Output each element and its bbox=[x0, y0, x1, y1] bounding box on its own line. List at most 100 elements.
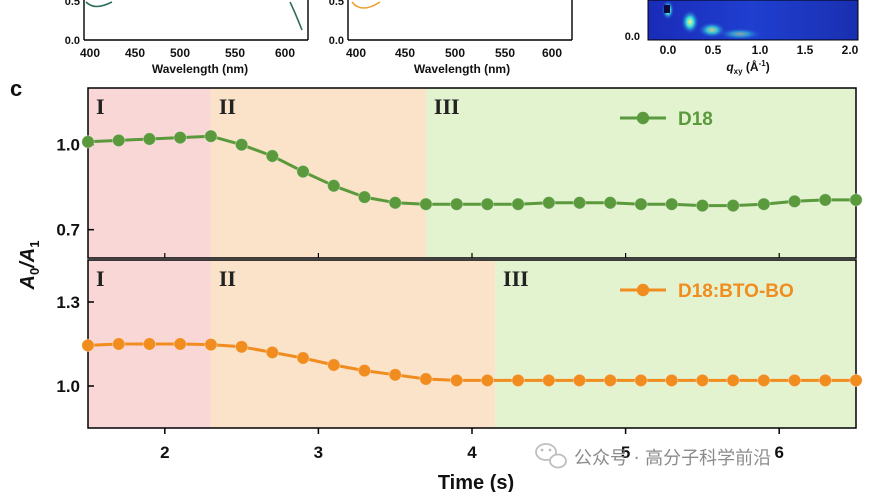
data-point bbox=[173, 337, 187, 351]
phase-label-3: III bbox=[503, 266, 529, 291]
data-point bbox=[787, 194, 802, 209]
phase-region-1 bbox=[88, 88, 211, 258]
data-point bbox=[664, 373, 679, 388]
data-point bbox=[142, 132, 157, 146]
top-panel-3-xticks: 0.0 0.5 1.0 1.5 2.0 bbox=[660, 43, 859, 57]
data-point bbox=[173, 130, 187, 145]
data-point bbox=[296, 351, 310, 365]
data-point bbox=[204, 337, 218, 352]
top-panel-2-xtick: 500 bbox=[445, 46, 465, 60]
phase-label-3: III bbox=[434, 94, 460, 119]
y-tick-label: 1.0 bbox=[56, 136, 80, 155]
data-point bbox=[542, 373, 556, 388]
x-tick-label: 6 bbox=[774, 443, 783, 462]
data-point bbox=[787, 373, 802, 388]
top-panel-1-ytick-0: 0.0 bbox=[65, 35, 80, 47]
top-panel-2-xticks: 400 450 500 550 600 bbox=[346, 46, 562, 60]
data-point bbox=[81, 135, 95, 149]
watermark-text: 公众号 · 高分子科学前沿 bbox=[574, 448, 771, 469]
data-point bbox=[142, 337, 157, 351]
panel-label: c bbox=[10, 76, 22, 101]
data-point bbox=[419, 372, 433, 386]
top-panel-1-xtick: 400 bbox=[80, 46, 100, 60]
top-panel-1-xlabel: Wavelength (nm) bbox=[152, 62, 248, 76]
top-panel-1-xtick: 450 bbox=[125, 46, 145, 60]
top-panel-2-xlabel: Wavelength (nm) bbox=[414, 62, 510, 76]
top-panel-2-ytick-1: 0.5 bbox=[329, 0, 344, 8]
data-point bbox=[757, 373, 771, 388]
top-panel-2-xtick: 600 bbox=[542, 46, 562, 60]
data-point bbox=[449, 373, 464, 388]
top-panel-1-curve bbox=[85, 1, 113, 8]
data-point bbox=[449, 197, 464, 211]
x-tick-label: 4 bbox=[467, 443, 477, 462]
phase-region-2 bbox=[210, 88, 426, 258]
x-axis-label: Time (s) bbox=[438, 472, 514, 492]
top-panel-3-xtick: 2.0 bbox=[842, 43, 859, 57]
x-tick-label: 3 bbox=[314, 443, 323, 462]
data-point bbox=[634, 197, 648, 211]
top-panel-1-ytick-1: 0.5 bbox=[65, 0, 80, 8]
data-point bbox=[695, 373, 710, 388]
data-point bbox=[357, 363, 372, 378]
data-point bbox=[511, 373, 525, 388]
top-panel-2: 0.0 0.5 400 450 500 550 600 Wavelength (… bbox=[329, 0, 573, 76]
data-point bbox=[480, 197, 495, 211]
top-panel-2-xtick: 450 bbox=[395, 46, 415, 60]
watermark: 公众号 · 高分子科学前沿 bbox=[535, 443, 771, 469]
data-point bbox=[542, 196, 556, 210]
legend-label: D18:BTO-BO bbox=[678, 281, 794, 302]
data-point bbox=[296, 164, 310, 179]
y-tick-label: 0.7 bbox=[56, 221, 80, 240]
data-point bbox=[634, 373, 648, 388]
top-panel-1-xtick: 500 bbox=[170, 46, 190, 60]
top-panel-1: 0.0 0.5 400 450 500 550 600 Wavelength (… bbox=[65, 0, 309, 76]
legend-marker bbox=[636, 111, 650, 125]
top-panel-3-giwaxs: 0.0 0.0 0.5 1.0 1.5 2.0 qxy (Å-1) bbox=[625, 0, 859, 76]
top-panel-1-xtick: 600 bbox=[275, 46, 295, 60]
data-point bbox=[818, 373, 832, 388]
data-point bbox=[234, 340, 249, 354]
top-panel-2-xtick: 400 bbox=[346, 46, 366, 60]
data-point bbox=[849, 193, 863, 207]
data-point bbox=[849, 373, 863, 388]
top-panel-3-xlabel: qxy (Å-1) bbox=[726, 59, 769, 76]
data-point bbox=[695, 198, 710, 213]
top-panel-2-curve bbox=[351, 1, 381, 9]
top-panel-3-xtick: 0.5 bbox=[705, 43, 722, 57]
data-point bbox=[603, 373, 617, 388]
data-point bbox=[327, 358, 341, 372]
phase-label-1: I bbox=[96, 266, 105, 291]
data-point bbox=[357, 190, 372, 204]
x-tick-label: 5 bbox=[621, 443, 630, 462]
top-panel-3-xtick: 0.0 bbox=[660, 43, 677, 57]
top-panel-1-xticks: 400 450 500 550 600 bbox=[80, 46, 295, 60]
phase-label-2: II bbox=[219, 266, 236, 291]
data-point bbox=[664, 197, 679, 211]
data-point bbox=[603, 196, 617, 210]
data-point bbox=[265, 149, 280, 163]
data-point bbox=[757, 197, 771, 211]
data-point bbox=[572, 373, 587, 388]
data-point bbox=[327, 179, 341, 193]
x-tick-label: 2 bbox=[160, 443, 169, 462]
y-tick-label: 1.0 bbox=[56, 377, 80, 396]
top-panel-3-xtick: 1.5 bbox=[797, 43, 814, 57]
y-tick-label: 1.3 bbox=[56, 293, 80, 312]
top-panel-2-xtick: 550 bbox=[495, 46, 515, 60]
data-point bbox=[480, 373, 495, 388]
data-point bbox=[511, 197, 525, 211]
top-panel-2-ytick-0: 0.0 bbox=[329, 35, 344, 47]
y-axis-label: A0/A1 bbox=[17, 241, 42, 291]
top-panel-1-xtick: 550 bbox=[225, 46, 245, 60]
phase-label-1: I bbox=[96, 94, 105, 119]
data-point bbox=[234, 137, 249, 152]
top-panel-3-ytick: 0.0 bbox=[625, 31, 640, 43]
data-point bbox=[81, 338, 95, 353]
phase-label-2: II bbox=[219, 94, 236, 119]
data-point bbox=[726, 198, 740, 213]
